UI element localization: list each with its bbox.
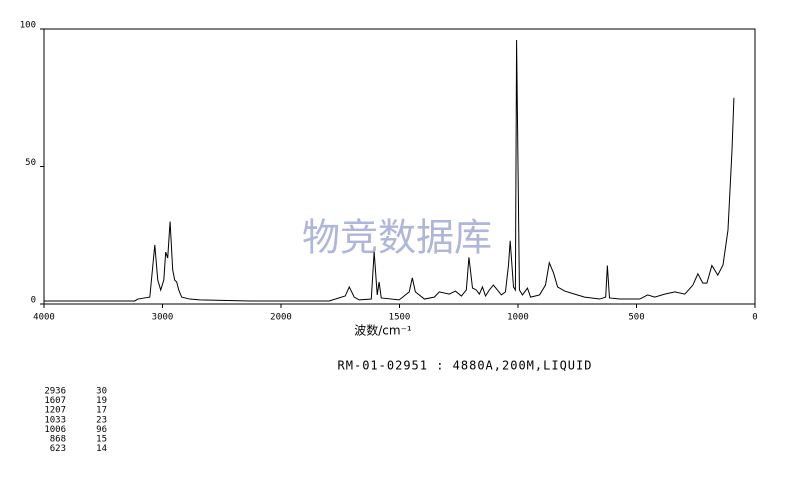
peak-wavenumber: 2936 [44, 387, 66, 397]
x-axis-label: 波数/cm⁻¹ [354, 323, 412, 338]
peak-wavenumber: 1033 [44, 415, 66, 425]
peak-intensity: 23 [96, 415, 107, 425]
peak-intensity: 14 [96, 444, 107, 454]
plot-frame [43, 28, 756, 305]
watermark: 物竞数据库 [302, 216, 492, 260]
y-tick-label: 0 [31, 296, 36, 306]
peak-intensity: 96 [96, 425, 107, 435]
y-tick-label: 100 [20, 21, 36, 31]
spectrum-line [44, 39, 735, 302]
x-tick-label: 500 [628, 313, 644, 323]
peak-intensity: 19 [96, 396, 107, 406]
peak-intensity: 30 [96, 387, 107, 397]
peak-wavenumber: 623 [50, 444, 66, 454]
peak-intensity: 15 [96, 435, 107, 445]
peak-wavenumber: 1006 [44, 425, 66, 435]
x-tick-label: 1500 [389, 313, 411, 323]
x-tick-label: 0 [752, 313, 757, 323]
peak-wavenumber: 1607 [44, 396, 66, 406]
x-tick-label: 2000 [270, 313, 292, 323]
subtitle: RM-01-02951 : 4880A,200M,LIQUID [338, 359, 593, 373]
peak-intensity: 17 [96, 406, 107, 416]
peak-wavenumber: 1207 [44, 406, 66, 416]
x-tick-label: 1000 [507, 313, 529, 323]
x-tick-label: 3000 [152, 313, 174, 323]
x-tick-label: 4000 [33, 313, 55, 323]
y-tick-label: 50 [25, 158, 36, 168]
peak-wavenumber: 868 [50, 435, 66, 445]
